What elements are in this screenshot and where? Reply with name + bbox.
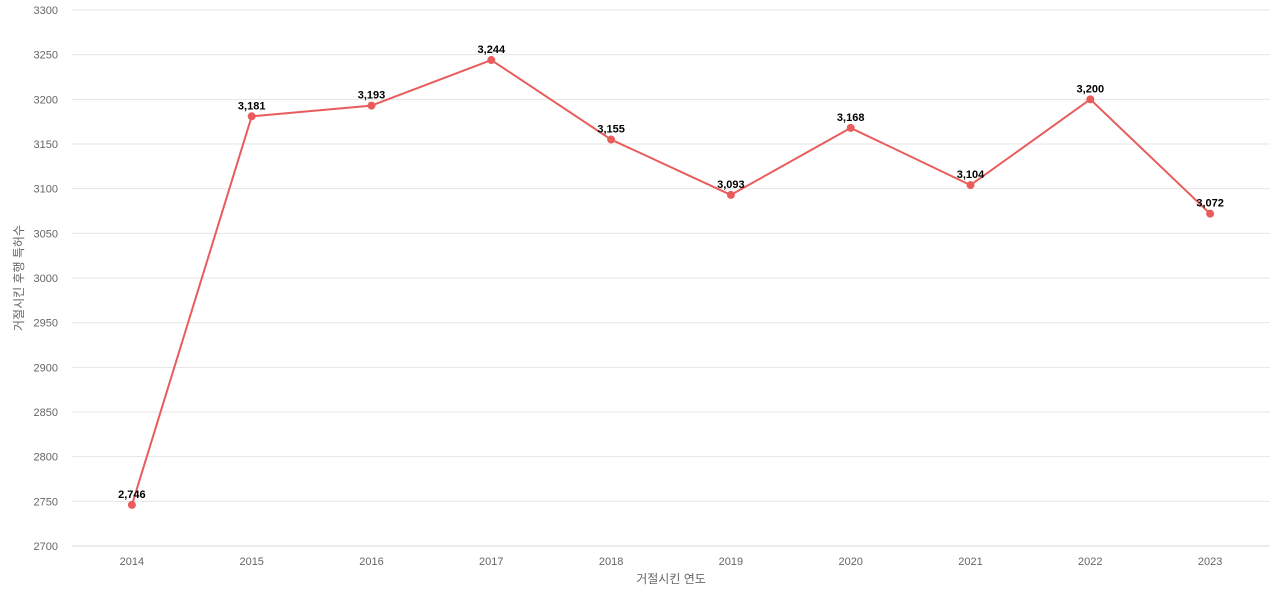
x-axis-ticks: 2014 2015 2016 2017 2018 2019 2020 2021 2022 2023 — [120, 556, 1223, 568]
data-label: 3,155 — [597, 124, 625, 136]
data-point[interactable] — [1206, 209, 1215, 218]
grid-layer — [72, 9, 1270, 547]
x-tick-label: 2023 — [1198, 556, 1222, 568]
y-tick-label: 2700 — [34, 541, 58, 553]
data-label: 3,193 — [358, 90, 386, 102]
data-point[interactable] — [846, 123, 855, 132]
data-label: 3,093 — [717, 179, 745, 191]
y-tick-label: 3200 — [34, 94, 58, 106]
y-tick-label: 2900 — [34, 362, 58, 374]
x-tick-label: 2020 — [838, 556, 862, 568]
data-point[interactable] — [607, 135, 616, 144]
data-point[interactable] — [487, 56, 496, 65]
y-tick-label: 3050 — [34, 228, 58, 240]
y-tick-label: 2950 — [34, 318, 58, 330]
y-tick-label: 2850 — [34, 407, 58, 419]
x-tick-label: 2018 — [599, 556, 623, 568]
x-tick-label: 2014 — [120, 556, 144, 568]
series-layer — [127, 56, 1215, 509]
x-tick-label: 2021 — [958, 556, 982, 568]
data-label: 3,072 — [1196, 198, 1224, 210]
y-tick-label: 2750 — [34, 496, 58, 508]
x-tick-label: 2017 — [479, 556, 503, 568]
y-tick-label: 3250 — [34, 50, 58, 62]
x-tick-label: 2019 — [719, 556, 743, 568]
data-point[interactable] — [247, 112, 256, 121]
data-label: 3,168 — [837, 112, 865, 124]
y-tick-label: 3100 — [34, 184, 58, 196]
y-tick-label: 3300 — [34, 5, 58, 17]
data-point[interactable] — [1086, 95, 1095, 104]
data-label-layer: 2,746 3,181 3,193 3,244 3,155 3,093 3,168 3,104… — [118, 44, 1224, 501]
data-label: 3,244 — [478, 44, 506, 56]
y-tick-label: 3150 — [34, 139, 58, 151]
x-axis-title: 거절시킨 연도 — [636, 572, 706, 586]
x-tick-label: 2022 — [1078, 556, 1102, 568]
data-point[interactable] — [127, 500, 136, 509]
y-axis-ticks: 2700 2750 2800 2850 2900 2950 3000 3050 3100 3150… — [34, 5, 58, 553]
data-point[interactable] — [726, 190, 735, 199]
data-label: 3,104 — [957, 169, 985, 181]
y-tick-label: 3000 — [34, 273, 58, 285]
data-point[interactable] — [367, 101, 376, 110]
y-axis-title: 거절시킨 후행 특허수 — [11, 225, 26, 331]
data-label: 2,746 — [118, 489, 146, 501]
data-point[interactable] — [966, 181, 975, 190]
data-label: 3,181 — [238, 100, 266, 112]
x-tick-label: 2016 — [359, 556, 383, 568]
data-label: 3,200 — [1077, 83, 1105, 95]
series-line — [130, 59, 1211, 506]
x-tick-label: 2015 — [239, 556, 263, 568]
y-tick-label: 2800 — [34, 452, 58, 464]
